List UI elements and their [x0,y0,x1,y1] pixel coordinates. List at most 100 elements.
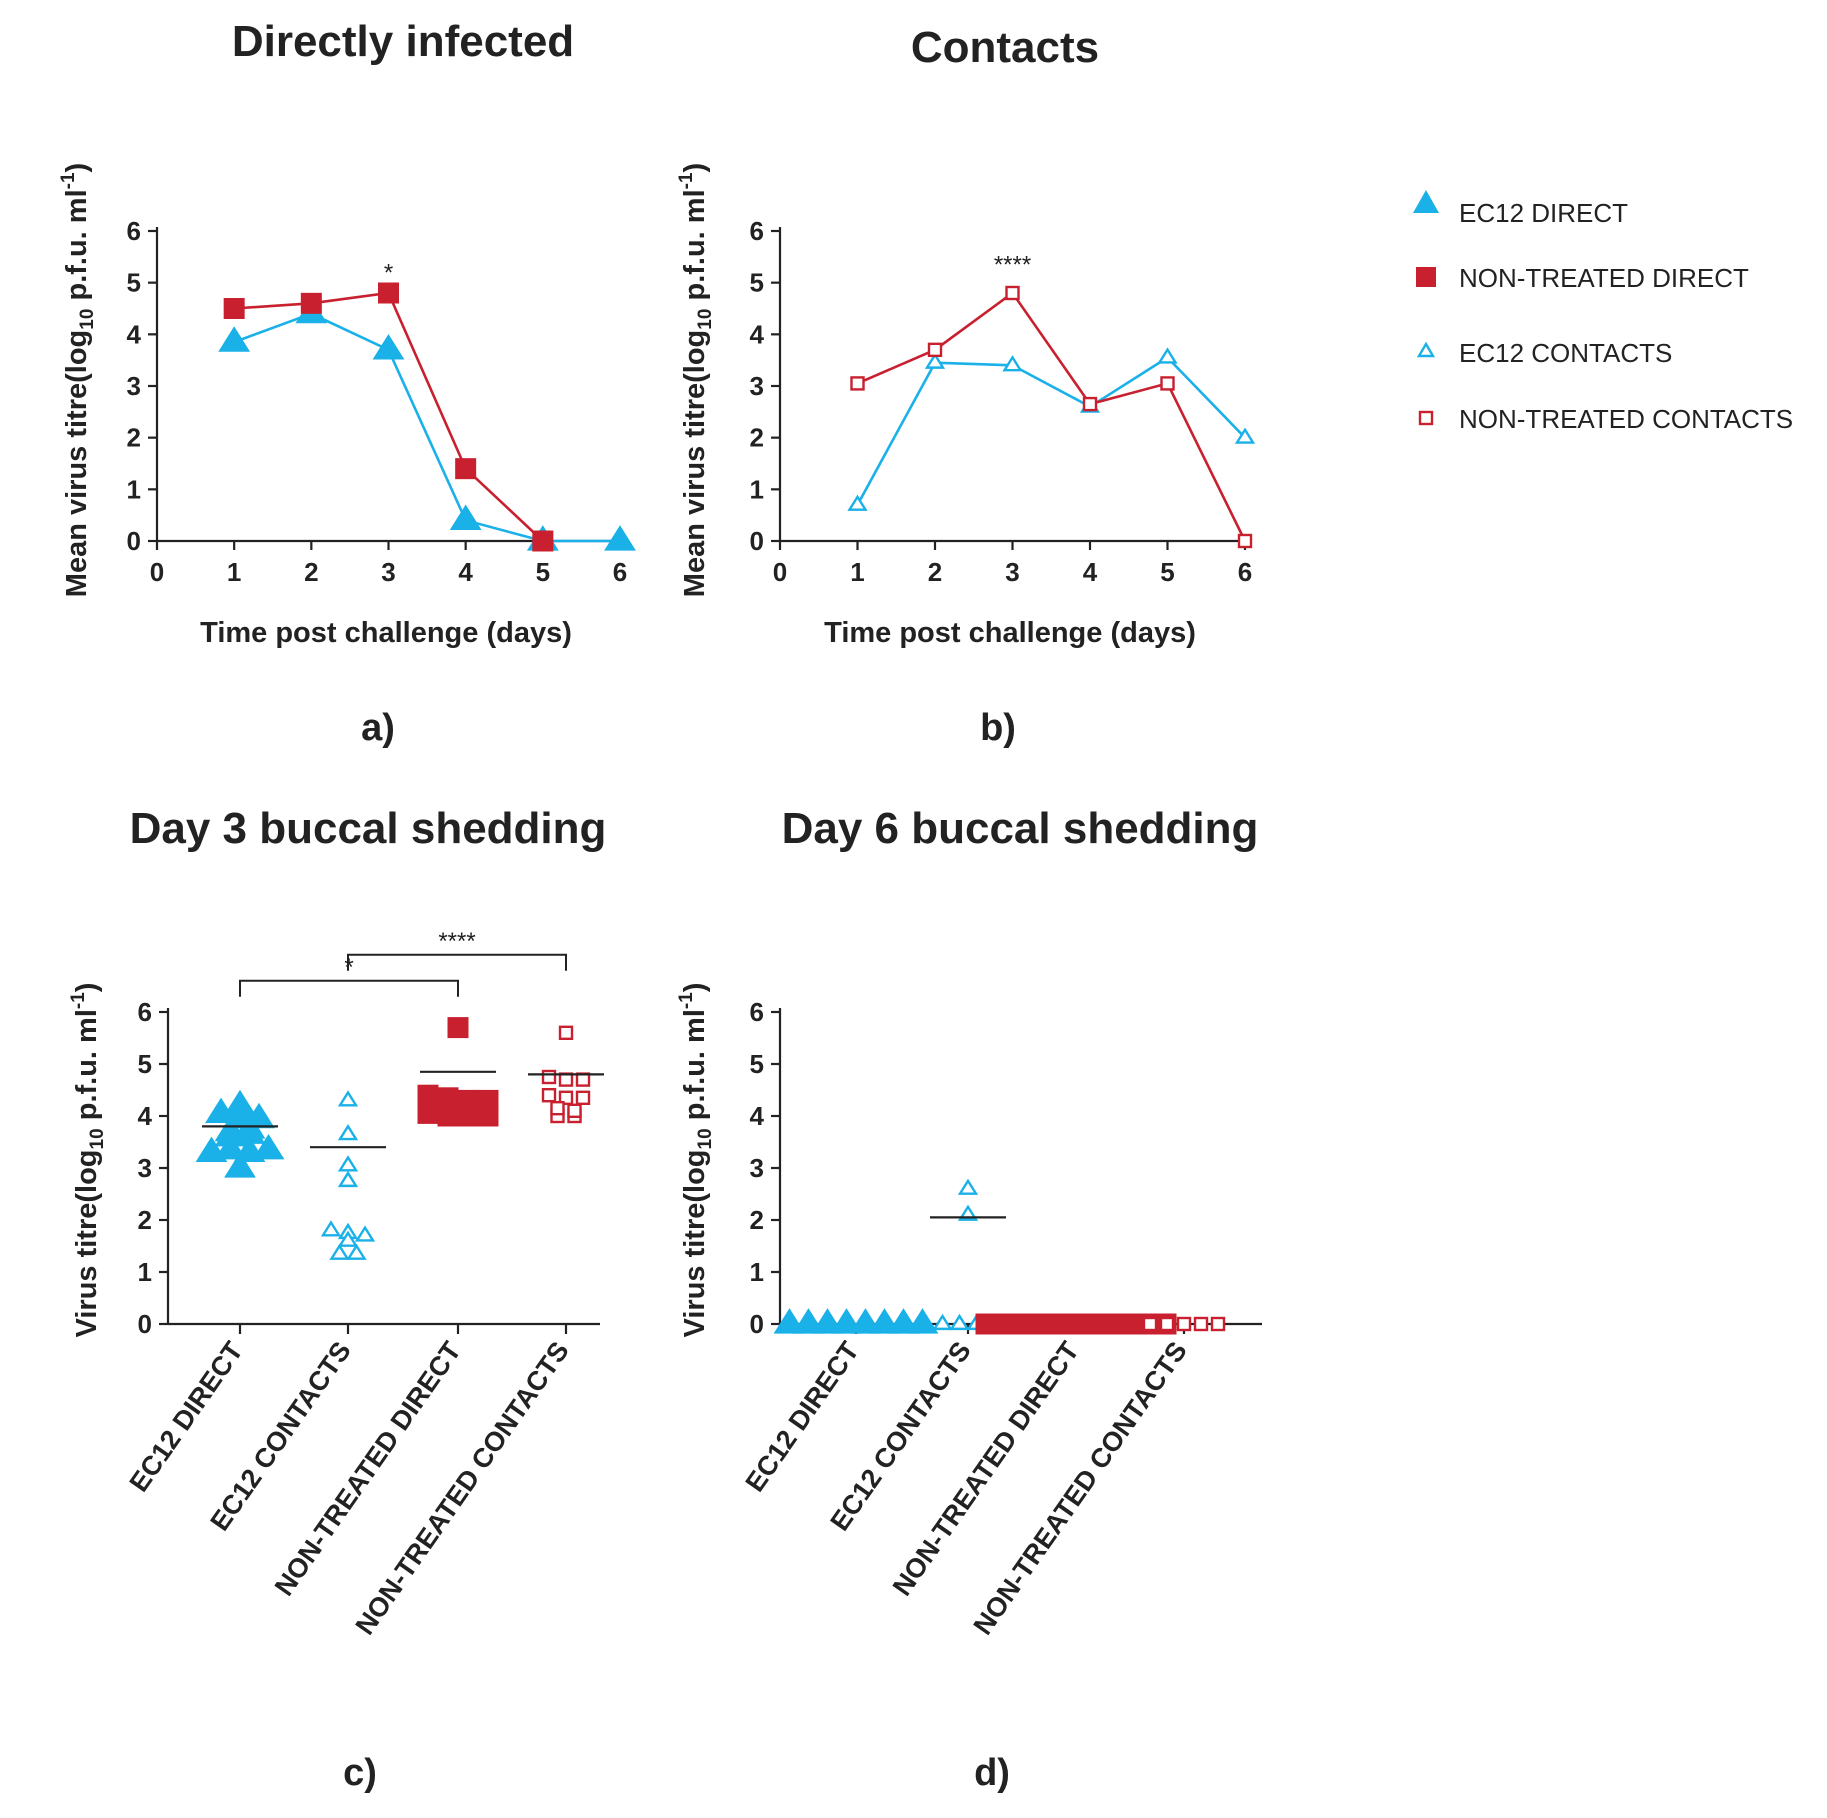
y-tick-label: 3 [127,371,141,401]
x-tick-label: 2 [928,557,942,587]
panel-b-title: Contacts [911,23,1099,72]
data-point [218,326,251,352]
y-tick-label: 5 [138,1049,152,1079]
y-tick-label: 1 [138,1257,152,1287]
series-line [234,291,544,542]
x-tick-label: 0 [773,557,787,587]
y-tick-label: 5 [750,1049,764,1079]
panel-a-label: a) [361,707,395,749]
x-tick-label: 4 [1083,557,1098,587]
data-point [532,530,554,552]
data-point [847,494,868,511]
data-point [1210,1316,1226,1332]
data-point [320,1220,342,1237]
legend-item-ec12-contacts: EC12 CONTACTS [1416,338,1672,368]
y-tick-label: 2 [138,1205,152,1235]
y-tick-label: 0 [750,1309,764,1339]
data-point [541,1087,557,1103]
data-point [337,1170,359,1188]
legend-marker-filled-square [1416,267,1436,287]
data-point [337,1230,359,1247]
data-point [329,1243,350,1260]
category-label: EC12 DIRECT [740,1336,866,1497]
significance-annotation: **** [438,928,475,955]
y-tick-label: 2 [750,1205,764,1235]
data-point [1176,1316,1192,1332]
y-tick-label: 1 [127,474,141,504]
comparison-bracket [347,953,567,971]
comparison-bracket [239,979,459,997]
data-point [337,1090,359,1107]
data-point [1142,1316,1158,1332]
legend-label: EC12 DIRECT [1459,198,1628,228]
data-point [378,282,399,304]
data-point [927,342,943,358]
data-point [1234,427,1256,444]
data-point [957,1178,979,1195]
data-point [214,1133,247,1160]
x-tick-label: 1 [227,557,241,587]
category-label: NON-TREATED DIRECT [887,1336,1085,1601]
data-point [346,1243,367,1260]
data-point [1082,396,1098,412]
panel-b-plot: 0 1 2 3 4 5 6 0 1 2 3 4 5 6 **** [750,216,1256,587]
y-tick-label: 6 [750,216,764,246]
data-point [1015,1313,1037,1335]
x-tick-label: 5 [1160,557,1174,587]
series-line [233,312,620,543]
data-point [932,1313,953,1331]
legend-marker-open-triangle [1416,341,1436,358]
y-tick-label: 3 [750,371,764,401]
data-point [455,458,477,480]
y-tick-label: 1 [750,474,764,504]
y-tick-label: 0 [138,1309,152,1339]
panel-c-label: c) [343,1752,377,1794]
panel-a-ylabel: Mean virus titre(log10 p.f.u. ml-1) [58,163,98,597]
data-point [1002,355,1023,372]
x-tick-label: 5 [536,557,550,587]
data-point [1035,1313,1057,1335]
panel-b-ylabel: Mean virus titre(log10 p.f.u. ml-1) [676,163,716,597]
y-tick-label: 5 [750,268,764,298]
legend: EC12 DIRECT NON-TREATED DIRECT EC12 CONT… [1413,190,1793,434]
data-point [224,1089,256,1116]
x-tick-label: 6 [1238,557,1252,587]
x-tick-label: 4 [458,557,473,587]
x-tick-label: 0 [150,557,164,587]
data-point [604,525,636,551]
data-point [975,1313,997,1335]
data-point [850,376,865,391]
y-tick-label: 0 [750,526,764,556]
data-point [1005,285,1020,301]
significance-annotation: **** [994,252,1031,279]
y-tick-label: 2 [127,423,141,453]
data-point [906,1308,939,1334]
panel-c-ylabel: Virus titre(log10 p.f.u. ml-1) [68,983,108,1338]
panel-c-title: Day 3 buccal shedding [130,804,607,853]
data-point [1075,1313,1097,1335]
panel-d-ylabel: Virus titre(log10 p.f.u. ml-1) [676,983,716,1338]
panel-a-plot: 0 1 2 3 4 5 6 0 1 2 3 4 5 6 * [127,216,636,587]
y-tick-label: 3 [138,1153,152,1183]
x-tick-label: 6 [613,557,627,587]
data-point [337,1155,359,1172]
data-point [541,1069,557,1085]
data-point [447,1017,469,1039]
panel-b-xlabel: Time post challenge (days) [824,617,1196,649]
data-point [337,1123,359,1141]
category-label: NON-TREATED DIRECT [269,1336,467,1601]
data-point [252,1133,285,1160]
data-point [1159,1316,1175,1332]
data-point [1055,1313,1077,1335]
x-tick-label: 1 [850,557,864,587]
data-point [447,1097,469,1119]
panel-d-label: d) [974,1752,1010,1794]
significance-annotation: * [384,259,393,286]
data-point [449,504,482,530]
data-point [467,1100,489,1122]
data-point [558,1025,574,1041]
series-line [856,291,1247,542]
data-point [567,1103,582,1119]
